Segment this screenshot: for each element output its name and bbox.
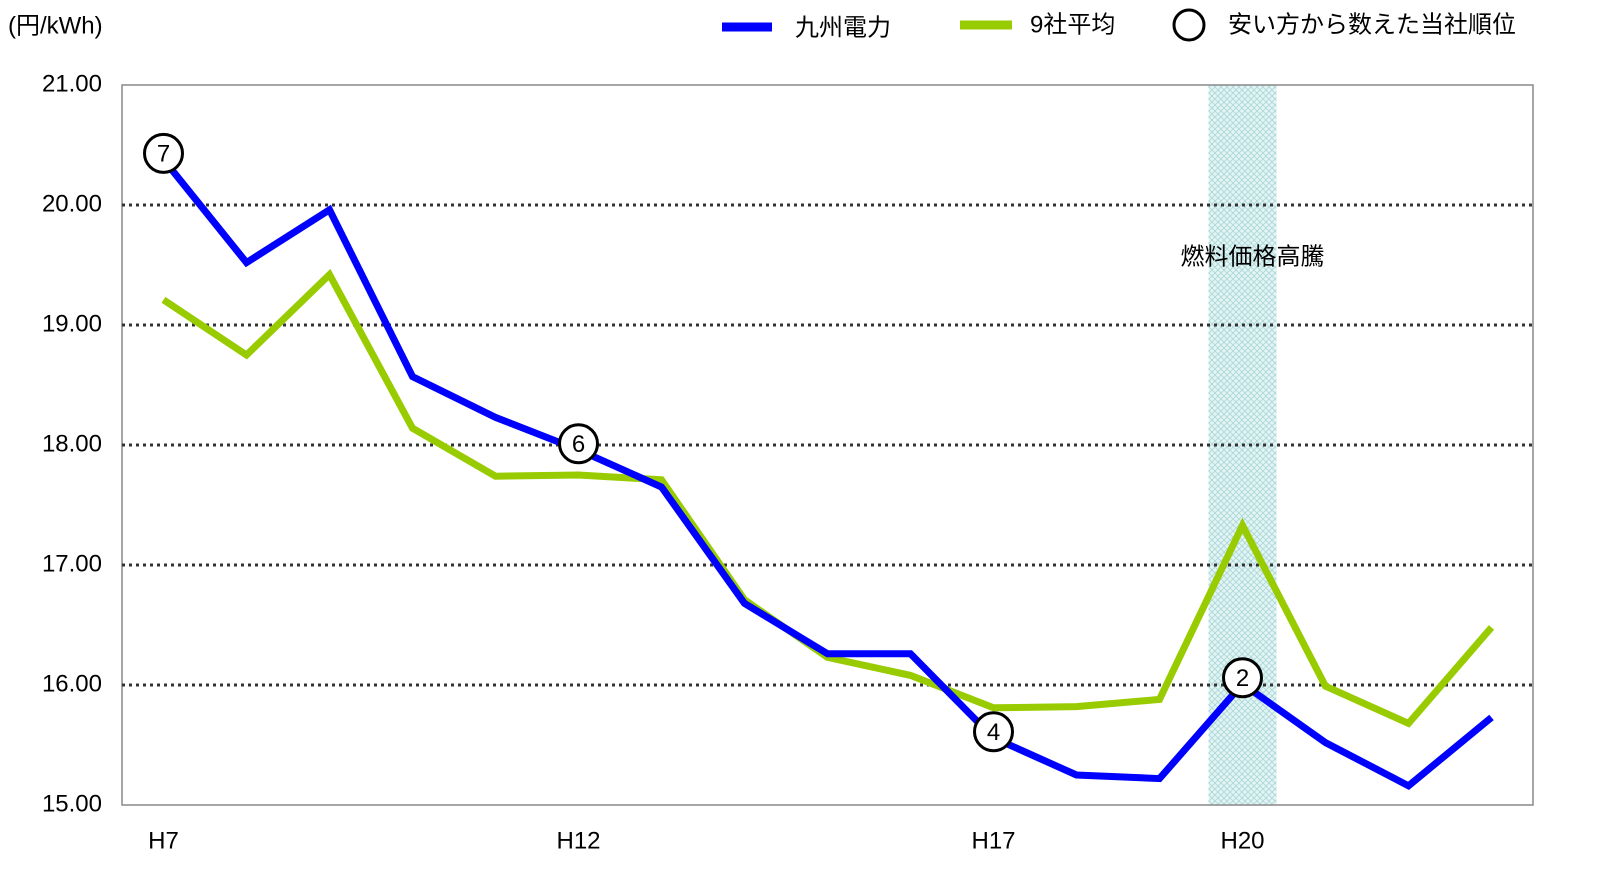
y-tick-label: 15.00 [42,790,102,817]
rank-label: 7 [157,141,170,168]
rank-marker [143,132,184,174]
rank-marker [558,423,599,465]
y-tick-label: 19.00 [42,310,102,337]
x-tick-label: H20 [1220,827,1264,854]
x-tick-label: H12 [556,827,600,854]
rank-marker [973,711,1014,753]
rank-label: 4 [987,719,1000,746]
series-line [161,268,1495,728]
y-axis-label: (円/kWh) [8,12,103,39]
legend-label: 9社平均 [1030,11,1115,38]
rank-label: 6 [572,431,585,458]
legend-label: 九州電力 [795,14,891,41]
x-tick-label: H7 [148,827,179,854]
y-tick-label: 21.00 [42,70,102,97]
y-tick-label: 18.00 [42,430,102,457]
series-line [160,157,1494,790]
y-tick-label: 17.00 [42,550,102,577]
rank-label: 2 [1236,665,1249,692]
legend-rank-marker [1172,8,1206,42]
x-tick-label: H17 [971,827,1015,854]
rank-marker [1222,657,1263,699]
highlight-label: 燃料価格高騰 [1181,243,1325,270]
legend-label: 安い方から数えた当社順位 [1228,11,1516,38]
y-tick-label: 16.00 [42,670,102,697]
y-tick-label: 20.00 [42,190,102,217]
